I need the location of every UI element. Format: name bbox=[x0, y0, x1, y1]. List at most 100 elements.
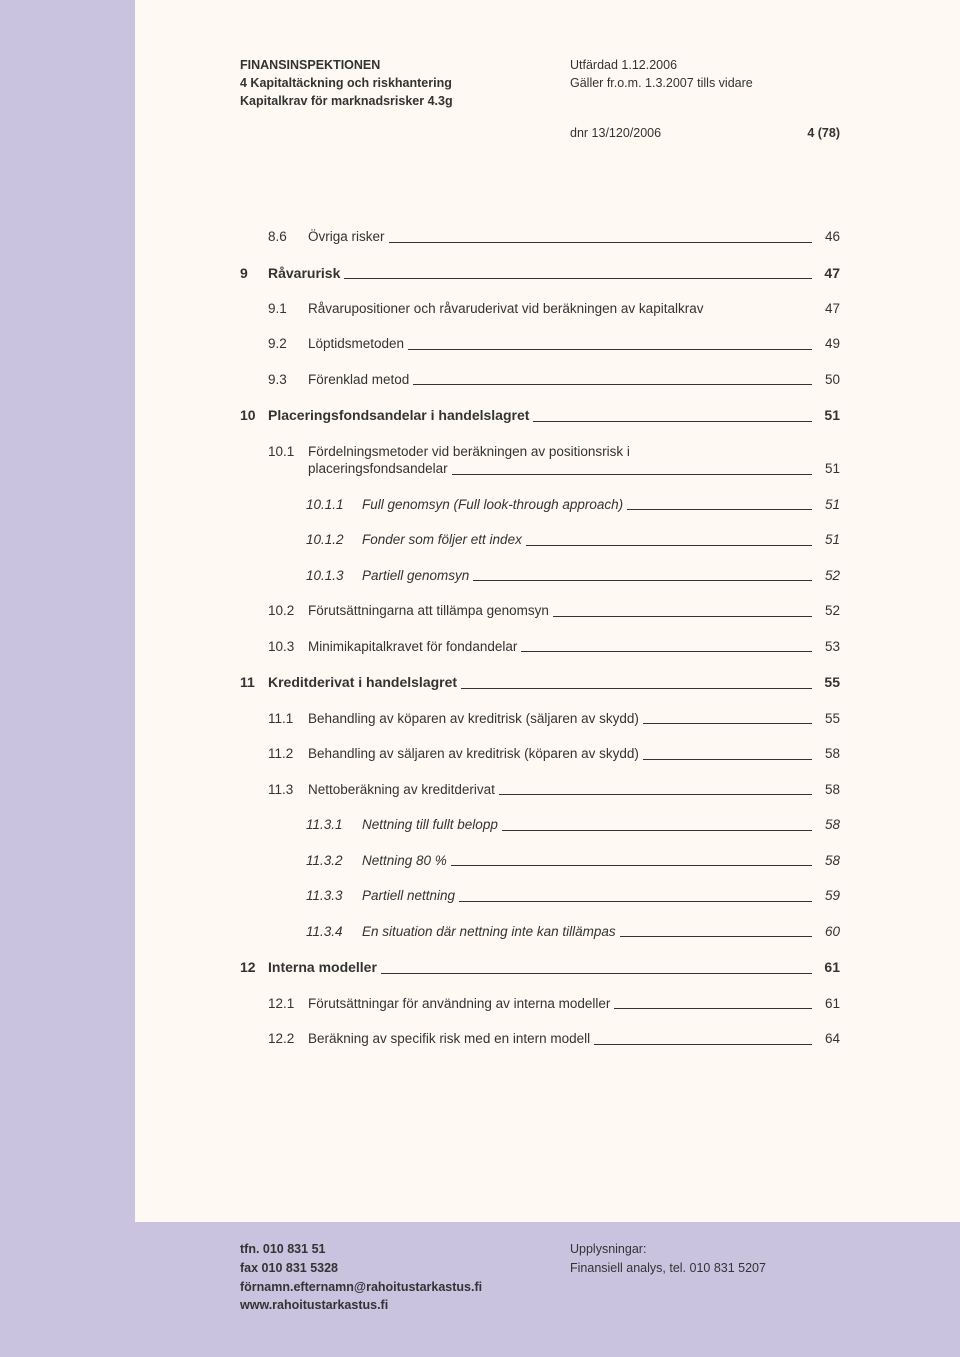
footer-phone: tfn. 010 831 51 bbox=[240, 1240, 570, 1259]
toc-leader bbox=[452, 474, 812, 475]
toc-entry: 10.2Förutsättningarna att tillämpa genom… bbox=[240, 602, 840, 620]
toc-leader bbox=[620, 936, 812, 937]
toc-title: Behandling av säljaren av kreditrisk (kö… bbox=[308, 745, 639, 763]
toc-number: 11.3.1 bbox=[306, 816, 362, 834]
toc-title: Full genomsyn (Full look-through approac… bbox=[362, 496, 623, 514]
toc-page: 51 bbox=[816, 496, 840, 514]
footer-info-label: Upplysningar: bbox=[570, 1240, 840, 1259]
toc-leader bbox=[594, 1044, 812, 1045]
toc-page: 61 bbox=[816, 995, 840, 1013]
toc-page: 50 bbox=[816, 371, 840, 389]
header-subsection: Kapitalkrav för marknadsrisker 4.3g bbox=[240, 92, 570, 110]
toc-title: placeringsfondsandelar bbox=[308, 460, 448, 478]
toc-number: 10 bbox=[240, 406, 268, 424]
toc-page: 46 bbox=[816, 228, 840, 246]
toc-page: 60 bbox=[816, 923, 840, 941]
toc-leader bbox=[461, 688, 812, 689]
toc-title: Placeringsfondsandelar i handelslagret bbox=[268, 406, 529, 424]
header-dnr: dnr 13/120/2006 bbox=[570, 124, 730, 142]
toc-entry: 9.2Löptidsmetoden49 bbox=[240, 335, 840, 353]
toc-number: 8.6 bbox=[268, 228, 308, 246]
toc-number: 10.3 bbox=[268, 638, 308, 656]
toc-number: 11.3.2 bbox=[306, 852, 362, 870]
toc-title: Förutsättningarna att tillämpa genomsyn bbox=[308, 602, 549, 620]
table-of-contents: 8.6Övriga risker469Råvarurisk479.1Råvaru… bbox=[240, 228, 840, 1066]
toc-number: 9.1 bbox=[268, 300, 308, 318]
header-issued: Utfärdad 1.12.2006 bbox=[570, 56, 840, 74]
toc-leader bbox=[533, 421, 812, 422]
toc-number: 9.2 bbox=[268, 335, 308, 353]
toc-title: Förenklad metod bbox=[308, 371, 409, 389]
toc-entry: 10.3Minimikapitalkravet för fondandelar 5… bbox=[240, 638, 840, 656]
toc-leader bbox=[643, 723, 812, 724]
toc-page: 59 bbox=[816, 887, 840, 905]
toc-entry: 12.1Förutsättningar för användning av in… bbox=[240, 995, 840, 1013]
toc-page: 61 bbox=[816, 958, 840, 976]
toc-entry: 9.1Råvarupositioner och råvaruderivat vi… bbox=[240, 300, 840, 318]
toc-title: Partiell nettning bbox=[362, 887, 455, 905]
toc-title: Nettning till fullt belopp bbox=[362, 816, 498, 834]
toc-leader bbox=[521, 651, 812, 652]
toc-page: 51 bbox=[816, 406, 840, 424]
toc-number: 10.1.3 bbox=[306, 567, 362, 585]
toc-entry: 9.3Förenklad metod50 bbox=[240, 371, 840, 389]
toc-title: Förutsättningar för användning av intern… bbox=[308, 995, 610, 1013]
toc-page: 53 bbox=[816, 638, 840, 656]
toc-leader bbox=[413, 384, 812, 385]
toc-entry: 11.3.3Partiell nettning59 bbox=[240, 887, 840, 905]
footer-bar: tfn. 010 831 51 fax 010 831 5328 förnamn… bbox=[0, 1222, 960, 1357]
toc-title: Löptidsmetoden bbox=[308, 335, 404, 353]
toc-entry: 10Placeringsfondsandelar i handelslagret… bbox=[240, 406, 840, 424]
toc-leader bbox=[344, 278, 812, 279]
toc-entry: 11.3.4En situation där nettning inte kan… bbox=[240, 923, 840, 941]
footer-fax: fax 010 831 5328 bbox=[240, 1259, 570, 1278]
toc-number: 12.1 bbox=[268, 995, 308, 1013]
toc-number: 12.2 bbox=[268, 1030, 308, 1048]
toc-leader bbox=[389, 242, 812, 243]
header-valid: Gäller fr.o.m. 1.3.2007 tills vidare bbox=[570, 74, 840, 92]
toc-leader bbox=[473, 580, 812, 581]
toc-entry: 8.6Övriga risker 46 bbox=[240, 228, 840, 246]
toc-leader bbox=[553, 616, 812, 617]
footer-info-text: Finansiell analys, tel. 010 831 5207 bbox=[570, 1259, 840, 1278]
toc-entry: 12Interna modeller61 bbox=[240, 958, 840, 976]
toc-title: Fonder som följer ett index bbox=[362, 531, 522, 549]
toc-entry: 11.3.1Nettning till fullt belopp 58 bbox=[240, 816, 840, 834]
toc-leader bbox=[614, 1008, 812, 1009]
toc-number: 11.2 bbox=[268, 745, 308, 763]
header-section: 4 Kapitaltäckning och riskhantering bbox=[240, 74, 570, 92]
toc-leader bbox=[502, 830, 812, 831]
toc-leader bbox=[381, 973, 812, 974]
toc-title: Råvarupositioner och råvaruderivat vid b… bbox=[308, 300, 703, 318]
toc-number: 10.1.2 bbox=[306, 531, 362, 549]
toc-leader bbox=[408, 349, 812, 350]
toc-entry: 10.1.2Fonder som följer ett index51 bbox=[240, 531, 840, 549]
toc-page: 58 bbox=[816, 816, 840, 834]
toc-leader bbox=[643, 759, 812, 760]
toc-entry: 11.1Behandling av köparen av kreditrisk … bbox=[240, 710, 840, 728]
toc-leader bbox=[499, 794, 812, 795]
toc-entry: 10.1.1Full genomsyn (Full look-through a… bbox=[240, 496, 840, 514]
toc-leader bbox=[526, 545, 812, 546]
toc-number: 10.1.1 bbox=[306, 496, 362, 514]
toc-leader bbox=[627, 509, 812, 510]
toc-page: 58 bbox=[816, 745, 840, 763]
document-footer: tfn. 010 831 51 fax 010 831 5328 förnamn… bbox=[240, 1240, 840, 1315]
toc-leader bbox=[451, 865, 812, 866]
toc-page: 47 bbox=[816, 300, 840, 318]
toc-page: 52 bbox=[816, 602, 840, 620]
toc-number: 11.1 bbox=[268, 710, 308, 728]
toc-page: 58 bbox=[816, 852, 840, 870]
toc-entry: 10.1Fördelningsmetoder vid beräkningen a… bbox=[240, 443, 840, 478]
toc-title: Nettoberäkning av kreditderivat bbox=[308, 781, 495, 799]
toc-title: Partiell genomsyn bbox=[362, 567, 469, 585]
toc-number: 11.3 bbox=[268, 781, 308, 799]
toc-title: Fördelningsmetoder vid beräkningen av po… bbox=[308, 443, 630, 461]
toc-number: 9 bbox=[240, 264, 268, 282]
toc-title: Råvarurisk bbox=[268, 264, 340, 282]
toc-page: 64 bbox=[816, 1030, 840, 1048]
toc-title: Övriga risker bbox=[308, 228, 385, 246]
toc-title: Nettning 80 % bbox=[362, 852, 447, 870]
toc-title: Minimikapitalkravet för fondandelar bbox=[308, 638, 517, 656]
toc-title: Behandling av köparen av kreditrisk (säl… bbox=[308, 710, 639, 728]
